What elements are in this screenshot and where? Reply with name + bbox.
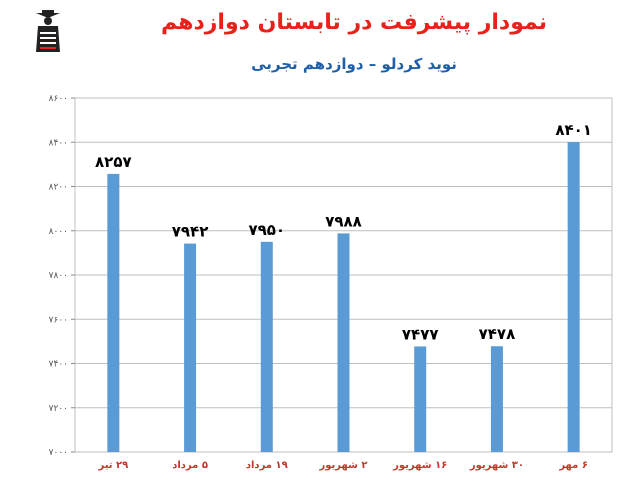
x-tick-label: ۳۰ شهریور — [469, 460, 524, 471]
y-tick-label: ۷۰۰۰ — [49, 448, 68, 458]
bar — [337, 233, 350, 452]
y-tick-label: ۷۲۰۰ — [49, 404, 68, 414]
data-label: ۷۹۴۲ — [172, 223, 209, 241]
data-label: ۷۹۸۸ — [325, 212, 362, 230]
y-tick-label: ۷۴۰۰ — [49, 360, 68, 370]
y-tick-label: ۸۶۰۰ — [49, 94, 68, 104]
data-label: ۷۹۵۰ — [248, 221, 285, 239]
x-tick-label: ۶ مهر — [558, 460, 588, 471]
bar — [260, 241, 273, 452]
chart-subtitle: نوید کردلو – دوازدهم تجربی — [251, 55, 457, 73]
bar — [184, 243, 197, 452]
graduate-student-logo-icon — [36, 10, 60, 52]
x-tick-label: ۲ شهریور — [318, 460, 367, 471]
y-tick-label: ۷۸۰۰ — [49, 271, 68, 281]
y-tick-label: ۸۴۰۰ — [49, 138, 68, 148]
x-tick-label: ۵ مرداد — [172, 460, 208, 471]
y-tick-label: ۷۶۰۰ — [49, 315, 68, 325]
x-tick-label: ۱۶ شهریور — [392, 460, 447, 471]
y-tick-label: ۸۲۰۰ — [49, 183, 68, 193]
chart-title: نمودار پیشرفت در تابستان دوازدهم — [160, 10, 548, 35]
bar — [414, 346, 427, 452]
data-label: ۷۴۷۷ — [402, 325, 439, 343]
y-tick-label: ۸۰۰۰ — [49, 227, 68, 237]
bar — [490, 346, 503, 452]
bar — [567, 142, 580, 452]
x-tick-label: ۲۹ تیر — [97, 460, 128, 471]
data-label: ۸۴۰۱ — [555, 121, 592, 139]
data-label: ۷۴۷۸ — [479, 325, 516, 343]
x-tick-label: ۱۹ مرداد — [246, 460, 288, 471]
data-label: ۸۲۵۷ — [95, 153, 132, 171]
bar — [107, 173, 120, 453]
